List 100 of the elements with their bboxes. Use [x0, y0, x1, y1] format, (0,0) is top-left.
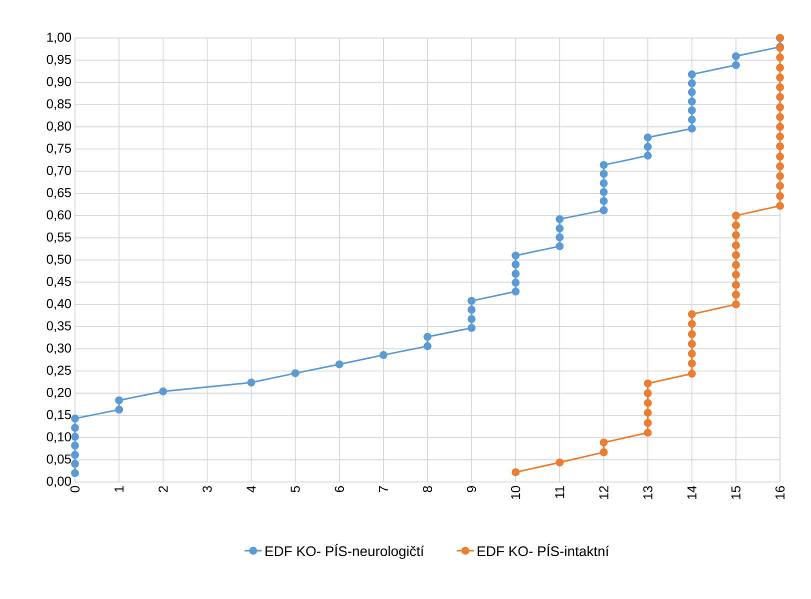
- point: [556, 242, 564, 250]
- point: [71, 432, 79, 441]
- point: [600, 206, 608, 214]
- legend-label: EDF KO- PÍS-intaktní: [478, 544, 610, 556]
- point: [115, 396, 124, 404]
- point: [688, 79, 696, 88]
- point: [732, 280, 740, 289]
- y-tick-label: 0,95: [46, 54, 71, 66]
- x-tick-label: 14: [687, 486, 696, 499]
- point: [71, 460, 79, 468]
- x-tick-label: 3: [202, 486, 212, 492]
- point: [159, 387, 168, 396]
- x-tick-label: 6: [334, 486, 344, 492]
- point: [776, 202, 784, 210]
- point: [71, 469, 79, 478]
- point: [644, 142, 652, 151]
- point: [71, 450, 79, 459]
- point: [688, 359, 696, 368]
- point: [247, 378, 256, 387]
- point: [732, 231, 740, 240]
- point: [732, 290, 740, 299]
- point: [732, 241, 740, 250]
- y-tick-label: 0,30: [46, 343, 71, 354]
- y-tick-label: 0,60: [46, 210, 71, 221]
- point: [512, 260, 520, 268]
- legend-label: EDF KO- PÍS-neurologičtí: [266, 544, 424, 559]
- y-tick-label: 0,50: [46, 254, 71, 266]
- x-tick-label: 13: [643, 486, 652, 499]
- y-tick-label: 0,65: [46, 188, 71, 199]
- point: [600, 179, 608, 188]
- point: [732, 61, 740, 70]
- point: [556, 224, 564, 232]
- point: [732, 212, 740, 220]
- point: [688, 106, 696, 114]
- point: [776, 122, 784, 131]
- point: [379, 351, 388, 360]
- point: [644, 379, 652, 388]
- point: [688, 370, 696, 378]
- point: [688, 70, 696, 78]
- point: [600, 160, 608, 169]
- point: [776, 182, 784, 190]
- x-tick-label: 12: [599, 486, 608, 499]
- point: [776, 103, 784, 112]
- point: [512, 270, 520, 278]
- point: [644, 398, 652, 407]
- point: [776, 172, 784, 180]
- point: [732, 300, 740, 308]
- point: [468, 296, 476, 305]
- y-tick-label: 0,25: [46, 366, 71, 376]
- point: [468, 306, 476, 314]
- point: [732, 260, 740, 269]
- point: [732, 221, 740, 230]
- x-tick-label: 11: [555, 486, 564, 498]
- x-tick-label: 0: [70, 486, 80, 492]
- point: [512, 288, 520, 296]
- x-tick-label: 15: [731, 486, 740, 499]
- point: [644, 418, 652, 427]
- point: [644, 133, 652, 142]
- point: [776, 54, 784, 62]
- y-tick-label: 0,15: [46, 410, 71, 421]
- point: [776, 152, 784, 161]
- y-tick-label: 0,90: [46, 77, 71, 88]
- point: [71, 442, 79, 450]
- point: [776, 192, 784, 200]
- point: [776, 142, 784, 150]
- point: [71, 414, 79, 422]
- y-tick-label: 1,00: [47, 32, 71, 44]
- point: [688, 88, 696, 96]
- point: [732, 251, 740, 260]
- x-tick-label: 10: [511, 486, 520, 499]
- point: [600, 438, 608, 446]
- x-tick-label: 9: [466, 486, 476, 492]
- point: [512, 468, 520, 476]
- y-tick-label: 0,45: [46, 276, 71, 288]
- point: [688, 310, 696, 318]
- point: [732, 270, 740, 279]
- x-tick-label: 1: [114, 486, 124, 492]
- y-tick-label: 0,75: [46, 144, 71, 154]
- y-tick-label: 0,80: [46, 121, 71, 132]
- point: [688, 98, 696, 106]
- point: [644, 428, 652, 437]
- point: [688, 124, 696, 133]
- x-tick-label: 5: [290, 486, 300, 492]
- point: [688, 116, 696, 124]
- point: [644, 408, 652, 417]
- point: [688, 330, 696, 338]
- x-tick-label: 4: [246, 486, 256, 492]
- point: [600, 196, 608, 205]
- y-tick-label: 0,10: [46, 432, 71, 443]
- y-tick-label: 0,85: [46, 99, 71, 110]
- point: [512, 278, 520, 287]
- point: [600, 170, 608, 178]
- point: [776, 64, 784, 72]
- point: [424, 332, 432, 341]
- y-tick-label: 0,20: [46, 388, 71, 399]
- point: [424, 342, 432, 350]
- point: [776, 83, 784, 92]
- point: [644, 389, 652, 398]
- y-tick-label: 0,40: [46, 299, 71, 310]
- point: [556, 215, 564, 224]
